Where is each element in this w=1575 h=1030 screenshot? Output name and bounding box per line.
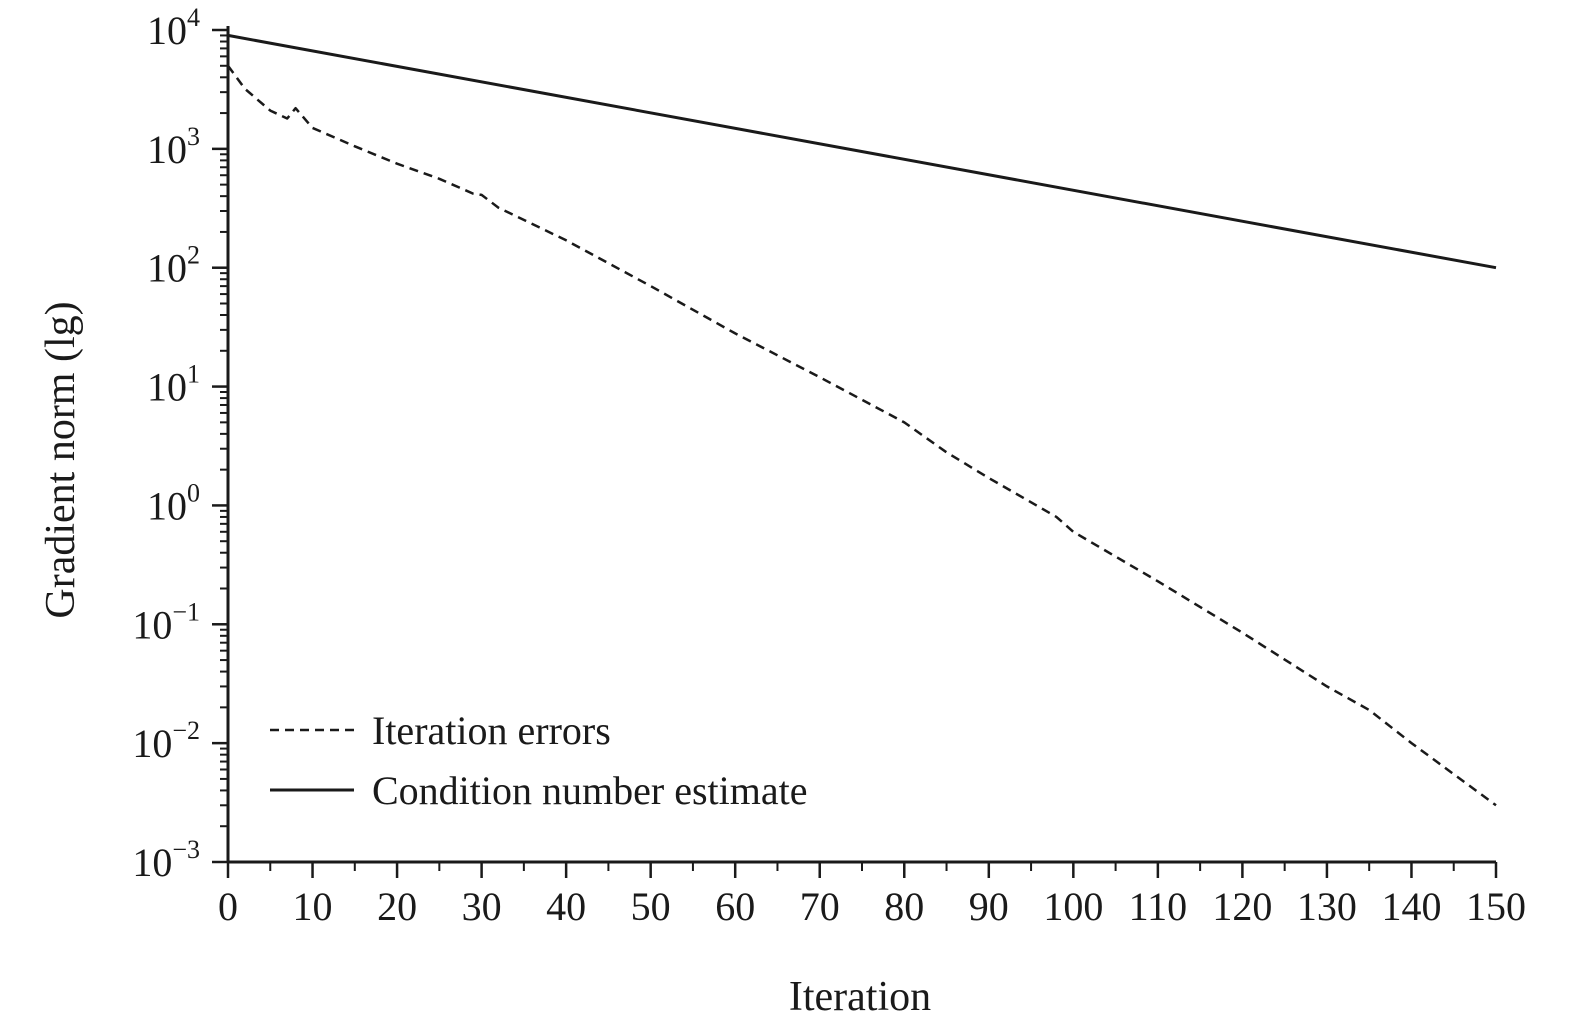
y-tick-label: 10−1 — [132, 597, 200, 647]
series-line-1 — [227, 33, 1497, 270]
x-tick-label: 140 — [1381, 884, 1441, 929]
x-tick-label: 80 — [884, 884, 924, 929]
x-tick-label: 120 — [1212, 884, 1272, 929]
y-tick-label: 10−3 — [132, 835, 200, 885]
series-layer — [226, 33, 1497, 807]
y-tick-label: 10−2 — [132, 716, 200, 766]
x-tick-label: 20 — [377, 884, 417, 929]
x-tick-label: 130 — [1297, 884, 1357, 929]
y-tick-label: 103 — [147, 122, 200, 172]
x-tick-label: 40 — [546, 884, 586, 929]
y-tick-label: 104 — [147, 3, 200, 53]
x-tick-label: 10 — [293, 884, 333, 929]
series-line-0 — [226, 65, 1497, 807]
y-tick-label: 101 — [147, 360, 200, 410]
x-tick-label: 90 — [969, 884, 1009, 929]
y-tick-label: 102 — [147, 241, 200, 291]
x-tick-label: 70 — [800, 884, 840, 929]
x-tick-label: 60 — [715, 884, 755, 929]
y-axis-label: Gradient norm (lg) — [38, 301, 84, 618]
x-tick-label: 0 — [218, 884, 238, 929]
legend: Iteration errors Condition number estimat… — [270, 708, 808, 813]
legend-label-0: Iteration errors — [372, 708, 611, 753]
x-axis-label: Iteration — [789, 974, 931, 1020]
x-tick-label: 110 — [1129, 884, 1188, 929]
y-tick-label: 100 — [147, 478, 200, 528]
x-tick-label: 150 — [1466, 884, 1526, 929]
legend-label-1: Condition number estimate — [372, 768, 808, 813]
x-tick-label: 100 — [1043, 884, 1103, 929]
x-tick-label: 50 — [631, 884, 671, 929]
axes: 0 10 20 30 40 50 60 70 80 90 100 110 120 130 140 150 104… — [132, 3, 1526, 929]
x-tick-label: 30 — [462, 884, 502, 929]
